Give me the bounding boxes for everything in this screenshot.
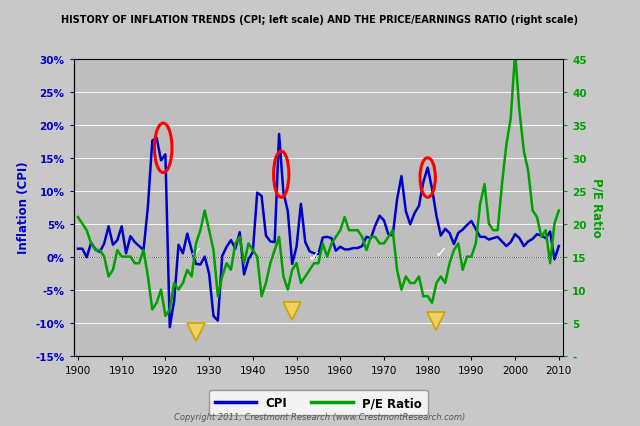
Legend: CPI, P/E Ratio: CPI, P/E Ratio bbox=[209, 390, 428, 415]
Text: Copyright 2011, Crestmont Research (www.CrestmontResearch.com): Copyright 2011, Crestmont Research (www.… bbox=[174, 412, 466, 421]
Y-axis label: Inflation (CPI): Inflation (CPI) bbox=[17, 161, 30, 254]
Y-axis label: P/E Ratio: P/E Ratio bbox=[591, 178, 604, 237]
Text: ✓: ✓ bbox=[435, 244, 447, 259]
Text: ✓: ✓ bbox=[189, 244, 202, 259]
Text: ✓: ✓ bbox=[308, 248, 321, 263]
Text: HISTORY OF INFLATION TRENDS (CPI; left scale) AND THE PRICE/EARNINGS RATIO (righ: HISTORY OF INFLATION TRENDS (CPI; left s… bbox=[61, 15, 579, 25]
